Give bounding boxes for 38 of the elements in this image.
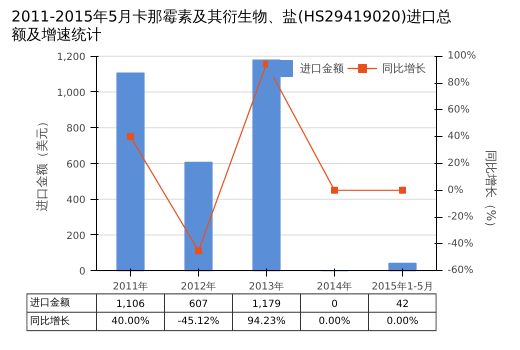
y2-tick-label: 0% xyxy=(448,184,464,196)
x-tick-label: 2012年 xyxy=(180,280,216,293)
y2-tick-label: 100% xyxy=(448,50,476,62)
chart-title: 2011-2015年5月卡那霉素及其衍生物、盐(HS29419020)进口总额及增速统计 xyxy=(11,8,452,44)
y2-tick-label: 80% xyxy=(448,78,470,89)
y2-tick-label: -60% xyxy=(448,265,474,276)
y2-tick-label: -20% xyxy=(448,212,474,223)
data-label: 1,106 xyxy=(116,299,145,310)
y2-tick-label: 60% xyxy=(448,104,470,116)
y-tick-label: 1,000 xyxy=(56,88,86,99)
data-label: 0 xyxy=(331,299,338,310)
y-tick-label: 400 xyxy=(66,195,86,206)
y-tick-label: 600 xyxy=(66,159,86,170)
y-axis-title: 进口金额（美元） xyxy=(34,116,49,212)
x-tick-label: 2014年 xyxy=(316,280,352,293)
x-tick-label: 2013年 xyxy=(248,280,284,293)
legend-label: 进口金额 xyxy=(300,60,344,76)
legend-label: 同比增长 xyxy=(382,60,426,76)
data-label: 607 xyxy=(188,299,208,310)
y2-tick-label: -40% xyxy=(448,238,474,250)
data-label: 94.23% xyxy=(247,316,286,327)
data-label: -45.12% xyxy=(178,316,220,327)
y-tick-label: 200 xyxy=(66,230,86,242)
text: 进口金额 xyxy=(30,298,70,309)
x-tick-label: 2015年1-5月 xyxy=(372,280,434,293)
data-label: 40.00% xyxy=(111,316,150,327)
data-label: 1,179 xyxy=(252,299,281,310)
y2-axis-title: 同比增长（%） xyxy=(484,150,498,234)
y-tick-label: 0 xyxy=(79,266,86,278)
text: 同比增长 xyxy=(30,316,70,327)
y2-tick-label: 40% xyxy=(448,131,470,142)
y2-tick-label: 20% xyxy=(448,158,470,169)
data-label: 0.00% xyxy=(386,316,418,327)
y-tick-label: 800 xyxy=(66,124,86,135)
y-tick-label: 1,200 xyxy=(56,52,86,64)
x-tick-label: 2011年 xyxy=(112,280,148,293)
data-label: 0.00% xyxy=(318,316,350,327)
data-label: 42 xyxy=(396,299,409,310)
